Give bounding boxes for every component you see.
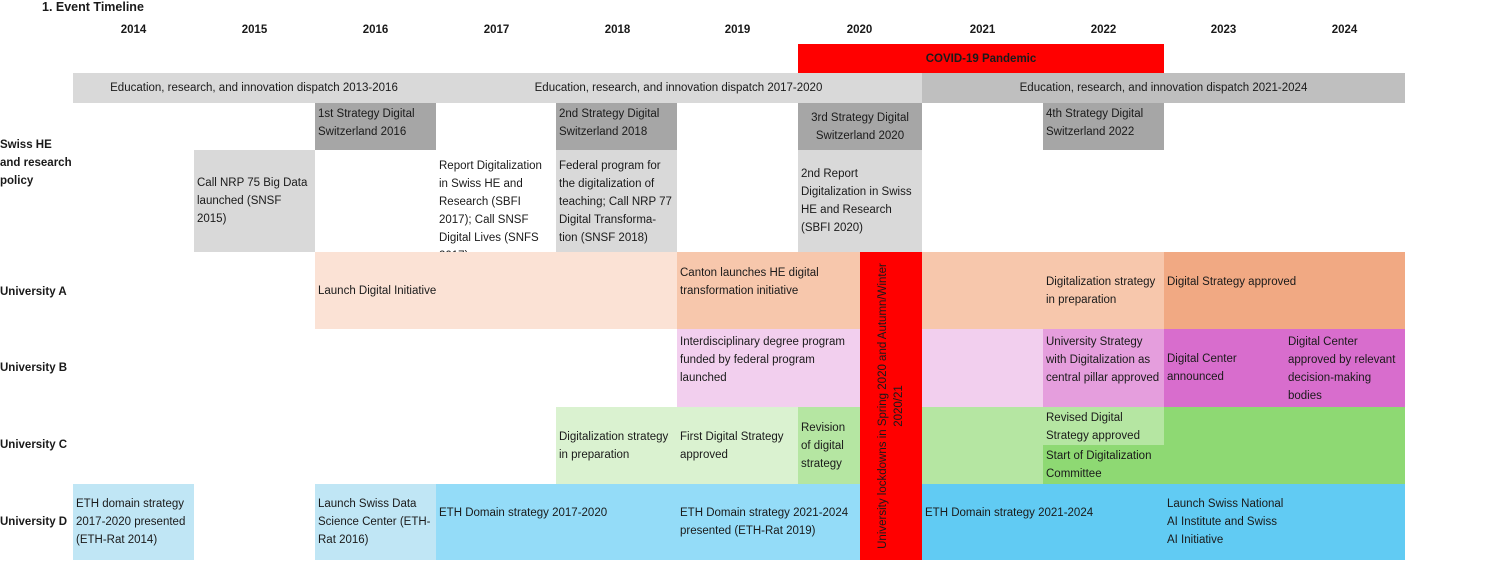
strategy-digital-2018: 2nd Strategy Digital Switzerland 2018 — [556, 103, 677, 150]
uni-b-degree-program: Interdisciplinary degree program funded … — [677, 329, 860, 407]
uni-c-strategy-prep: Digitalization strategy in preparation — [556, 407, 677, 484]
uni-b-band-2021 — [922, 329, 1043, 407]
dispatch-2017-2020: Education, research, and innovation disp… — [435, 73, 922, 103]
year-2018: 2018 — [604, 24, 631, 36]
uni-a-band-2021 — [922, 252, 1043, 329]
uni-d-eth-strategy-2019: ETH Domain strategy 2021-2024 presented … — [677, 484, 860, 560]
year-2020: 2020 — [846, 24, 873, 36]
strategy-digital-2020: 3rd Strategy Digital Switzerland 2020 — [798, 103, 922, 150]
year-2014: 2014 — [120, 24, 147, 36]
strategy-digital-2022: 4th Strategy Digital Switzerland 2022 — [1043, 103, 1164, 150]
uni-b-university-strategy: University Strategy with Digitalization … — [1043, 329, 1164, 407]
uni-c-first-strategy: First Digital Strategy approved — [677, 407, 798, 484]
page-title: 1. Event Timeline — [42, 0, 144, 14]
uni-c-committee: Start of Digitalization Committee — [1043, 445, 1164, 484]
row-label-policy: Swiss HE and research policy — [0, 139, 72, 187]
year-2021: 2021 — [969, 24, 996, 36]
uni-a-canton-initiative: Canton launches HE digital transformatio… — [677, 252, 860, 329]
lockdown-bar: University lockdowns in Spring 2020 and … — [860, 252, 922, 560]
uni-a-strategy-approved: Digital Strategy approved — [1164, 252, 1405, 329]
policy-nrp75: Call NRP 75 Big Data launched (SNSF 2015… — [194, 150, 315, 252]
uni-b-center-approved: Digital Center approved by relevant deci… — [1285, 329, 1405, 407]
strategy-digital-2016: 1st Strategy Digital Switzerland 2016 — [315, 103, 436, 150]
row-label-university-c: University C — [0, 439, 68, 451]
year-2023: 2023 — [1210, 24, 1237, 36]
uni-d-sdsc-launch: Launch Swiss Data Science Center (ETH-Ra… — [315, 484, 436, 560]
policy-report-2017: Report Digitalization in Swiss HE and Re… — [439, 160, 542, 252]
uni-d-ai-initiative: Launch Swiss National AI Institute and S… — [1164, 484, 1405, 560]
uni-c-band-2021 — [922, 407, 1043, 484]
uni-d-eth-strategy-2021: ETH Domain strategy 2021-2024 — [922, 484, 1164, 560]
uni-c-revision: Revision of digital strategy — [798, 407, 860, 484]
uni-c-revised-strategy: Revised Digital Strategy approved — [1043, 407, 1164, 445]
dispatch-2013-2016: Education, research, and innovation disp… — [73, 73, 435, 103]
year-2019: 2019 — [724, 24, 751, 36]
uni-d-eth-strategy-2014: ETH domain strategy 2017-2020 presented … — [73, 484, 194, 560]
row-label-university-b: University B — [0, 362, 68, 374]
year-2022: 2022 — [1090, 24, 1117, 36]
uni-d-eth-strategy-2017: ETH Domain strategy 2017-2020 — [436, 484, 677, 560]
year-2016: 2016 — [362, 24, 389, 36]
policy-federal-2018: Federal program for the digitalization o… — [556, 150, 677, 252]
uni-a-strategy-prep: Digitalization strategy in preparation — [1043, 252, 1164, 329]
year-2024: 2024 — [1331, 24, 1358, 36]
uni-c-band-2023-2024 — [1164, 407, 1405, 484]
year-2017: 2017 — [483, 24, 510, 36]
row-label-university-a: University A — [0, 286, 67, 298]
uni-b-center-announced: Digital Center announced — [1164, 329, 1285, 407]
row-label-university-d: University D — [0, 516, 68, 528]
uni-a-launch-initiative: Launch Digital Initiative — [315, 252, 677, 329]
year-2015: 2015 — [241, 24, 268, 36]
covid-pandemic-bar: COVID-19 Pandemic — [798, 44, 1164, 73]
dispatch-2021-2024: Education, research, and innovation disp… — [922, 73, 1405, 103]
policy-report-2020: 2nd Report Digitalization in Swiss HE an… — [798, 150, 922, 252]
lockdown-label: University lockdowns in Spring 2020 and … — [877, 263, 905, 549]
